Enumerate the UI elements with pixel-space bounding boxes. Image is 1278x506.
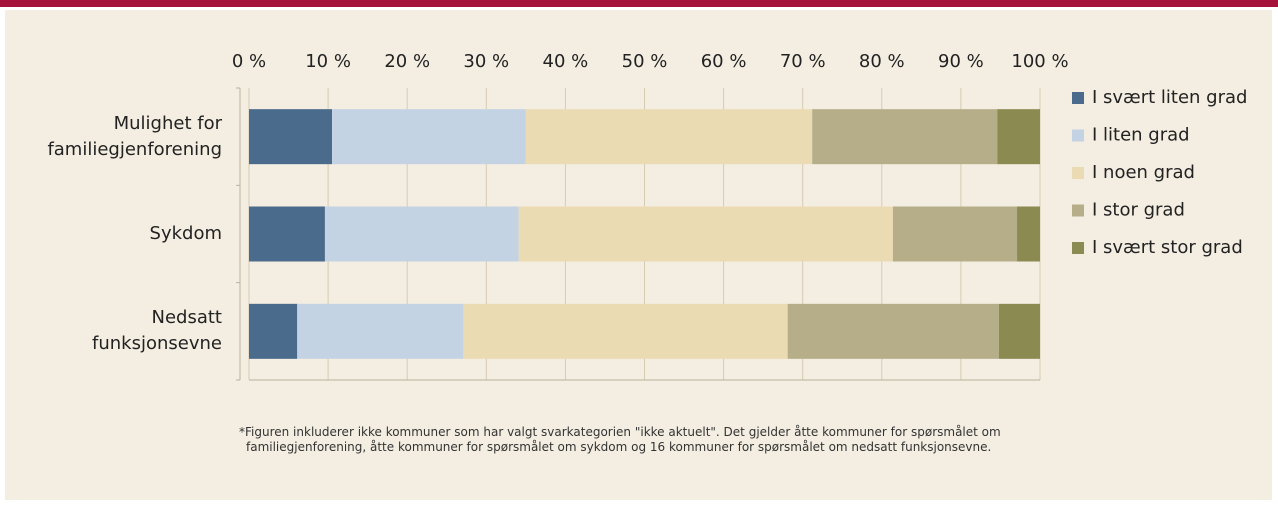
bar-segment <box>892 206 1018 262</box>
bar-segment <box>787 303 999 359</box>
x-tick-label: 70 % <box>780 51 826 72</box>
bar-segment <box>249 206 325 262</box>
bar-segment <box>249 109 333 165</box>
bar-segment <box>297 303 464 359</box>
legend-swatch <box>1072 92 1084 104</box>
legend-label: I svært liten grad <box>1092 87 1247 108</box>
x-tick-label: 60 % <box>701 51 747 72</box>
bar-segment <box>525 109 813 165</box>
legend-swatch <box>1072 242 1084 254</box>
bar-segment <box>518 206 893 262</box>
top-bar <box>0 0 1278 7</box>
legend-label: I svært stor grad <box>1092 237 1243 258</box>
bar-segment <box>1017 206 1040 262</box>
x-tick-label: 20 % <box>384 51 430 72</box>
footnote: *Figuren inkluderer ikke kommuner som ha… <box>239 425 1001 454</box>
bar-segment <box>812 109 998 165</box>
bar-segment <box>324 206 519 262</box>
x-tick-label: 50 % <box>622 51 668 72</box>
legend-label: I noen grad <box>1092 162 1195 183</box>
bar-segment <box>998 303 1040 359</box>
x-tick-label: 90 % <box>938 51 984 72</box>
category-label: Sykdom <box>149 223 222 244</box>
x-tick-label: 80 % <box>859 51 905 72</box>
x-tick-label: 0 % <box>232 51 266 72</box>
x-tick-label: 10 % <box>305 51 351 72</box>
legend-swatch <box>1072 167 1084 179</box>
x-tick-label: 40 % <box>543 51 589 72</box>
x-tick-label: 30 % <box>463 51 509 72</box>
category-label: Mulighet for familiegjenforening <box>47 112 222 160</box>
bar-segment <box>463 303 788 359</box>
category-label: Nedsatt funksjonsevne <box>92 307 222 355</box>
x-tick-label: 100 % <box>1011 51 1068 72</box>
bar-segment <box>249 303 298 359</box>
bar-segment <box>332 109 526 165</box>
legend-label: I liten grad <box>1092 125 1190 146</box>
legend-swatch <box>1072 129 1084 142</box>
legend-swatch <box>1072 204 1084 217</box>
bar-segment <box>997 109 1040 165</box>
legend-label: I stor grad <box>1092 200 1185 221</box>
